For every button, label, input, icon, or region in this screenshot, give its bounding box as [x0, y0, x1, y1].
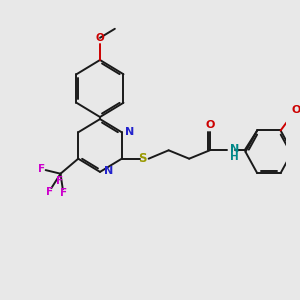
Text: H: H: [230, 152, 239, 162]
Text: O: O: [96, 33, 104, 43]
Text: F: F: [38, 164, 46, 174]
Text: F: F: [46, 187, 53, 197]
Text: O: O: [292, 105, 300, 115]
Text: F: F: [56, 176, 63, 186]
Text: N: N: [104, 166, 113, 176]
Text: O: O: [205, 120, 214, 130]
Text: F: F: [60, 188, 67, 198]
Text: N: N: [230, 144, 239, 154]
Text: N: N: [125, 127, 135, 137]
Text: S: S: [138, 152, 147, 165]
